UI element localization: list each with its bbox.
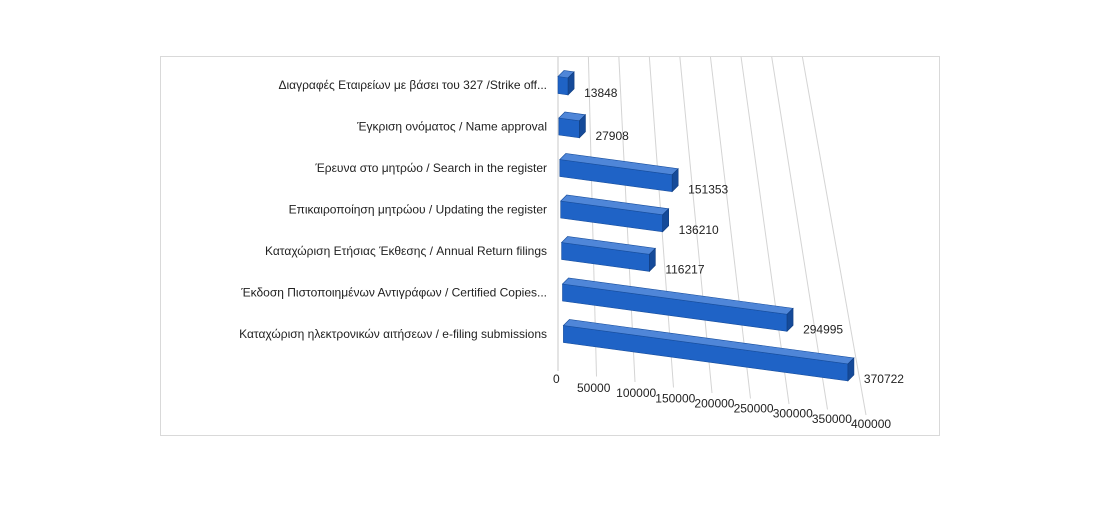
category-label: Επικαιροποίηση μητρώου / Updating the re… [289, 203, 547, 217]
bar [560, 194, 670, 233]
data-label: 370722 [864, 372, 904, 386]
x-tick-label: 0 [553, 372, 560, 386]
category-label: Έρευνα στο μητρώο / Search in the regist… [314, 161, 547, 175]
chart-frame: Διαγραφές Εταιρείων με βάσει του 327 /St… [160, 56, 940, 436]
x-tick-label: 250000 [734, 402, 774, 416]
bar-chart: Διαγραφές Εταιρείων με βάσει του 327 /St… [239, 57, 904, 431]
category-label: Διαγραφές Εταιρείων με βάσει του 327 /St… [278, 78, 547, 92]
x-tick-label: 200000 [694, 396, 734, 410]
data-label: 151353 [688, 183, 728, 197]
x-tick-label: 300000 [773, 407, 813, 421]
x-tick-label: 350000 [812, 412, 852, 426]
gridline [771, 57, 828, 410]
category-label: Έγκριση ονόματος / Name approval [356, 120, 547, 134]
category-label: Καταχώριση ηλεκτρονικών αιτήσεων / e-fil… [239, 327, 547, 341]
bar [561, 277, 794, 333]
category-label: Έκδοση Πιστοποιημένων Αντιγράφων / Certi… [240, 286, 547, 300]
gridlines [557, 57, 867, 416]
gridline [801, 57, 867, 416]
x-tick-label: 50000 [577, 381, 611, 395]
bar [558, 111, 587, 139]
data-label: 294995 [803, 322, 843, 336]
bar [557, 70, 575, 96]
gridline [709, 57, 751, 399]
data-label: 136210 [679, 223, 719, 237]
x-tick-label: 150000 [655, 391, 695, 405]
data-label: 13848 [584, 86, 618, 100]
x-tick-label: 400000 [851, 417, 891, 431]
data-label: 27908 [595, 129, 629, 143]
bar [560, 236, 656, 273]
gridline [679, 57, 713, 394]
data-label: 116217 [665, 262, 704, 276]
labels: Διαγραφές Εταιρείων με βάσει του 327 /St… [239, 78, 904, 431]
bar [559, 153, 679, 193]
gridline [740, 57, 790, 405]
bars [557, 70, 855, 382]
x-tick-label: 100000 [616, 386, 656, 400]
bar [562, 319, 855, 382]
category-label: Καταχώριση Ετήσιας Έκθεσης / Annual Retu… [265, 244, 547, 258]
